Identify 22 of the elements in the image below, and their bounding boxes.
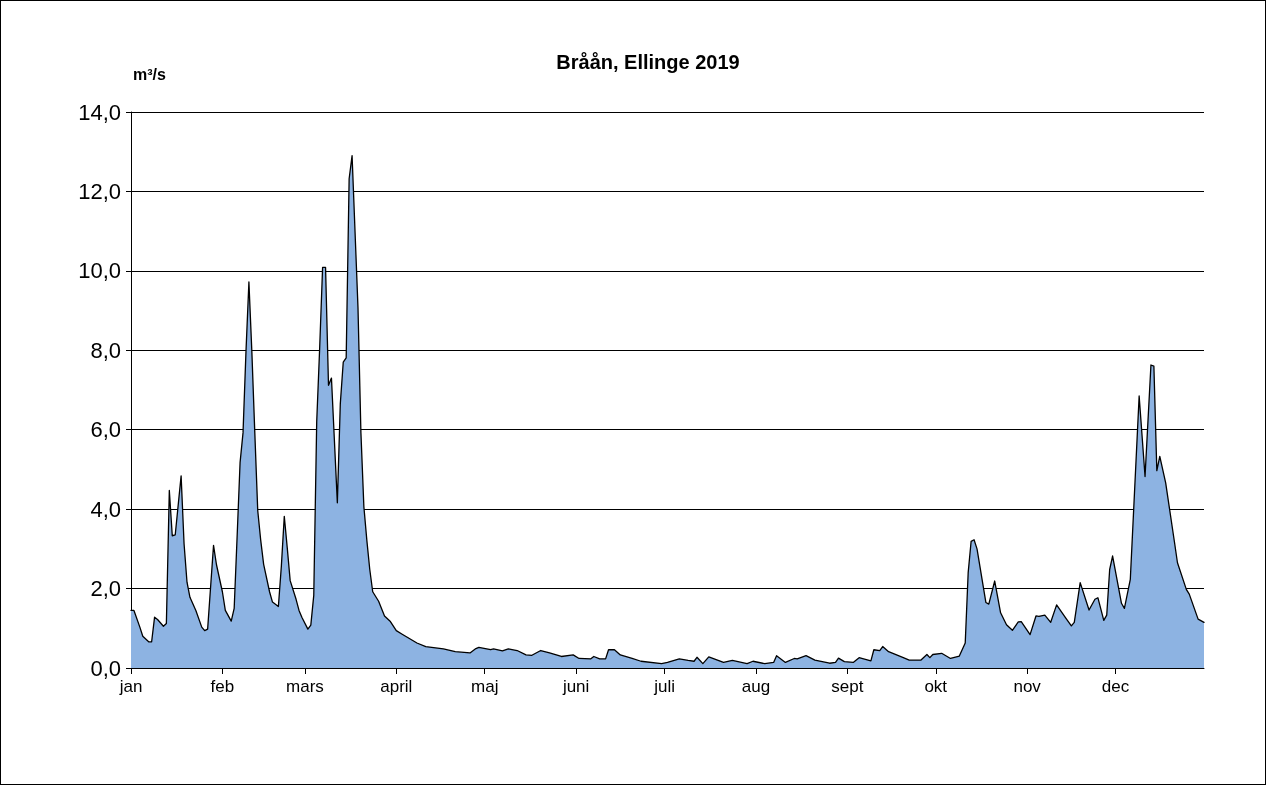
chart-title: Bråån, Ellinge 2019 — [556, 51, 740, 73]
y-tick-label: 4,0 — [90, 496, 121, 522]
y-tick-label: 14,0 — [78, 99, 121, 125]
x-tick-label: jan — [118, 677, 143, 696]
y-tick-label: 12,0 — [78, 178, 121, 204]
x-tick-label: maj — [471, 677, 499, 696]
x-tick-label: aug — [741, 677, 771, 696]
x-tick-label: feb — [210, 677, 235, 696]
x-tick-label: okt — [924, 677, 948, 696]
x-tick-label: mars — [286, 677, 324, 696]
y-axis-title: m³/s — [133, 65, 166, 83]
y-tick-label: 10,0 — [78, 258, 121, 284]
x-tick-label: april — [380, 677, 413, 696]
x-tick-label: juli — [653, 677, 675, 696]
y-tick-label: 8,0 — [90, 337, 121, 363]
y-tick-label: 6,0 — [90, 417, 121, 443]
x-tick-label: nov — [1013, 677, 1042, 696]
x-tick-label: dec — [1101, 677, 1130, 696]
x-tick-label: sept — [831, 677, 864, 696]
x-tick-label: juni — [561, 677, 590, 696]
y-tick-label: 2,0 — [90, 576, 121, 602]
y-tick-label: 0,0 — [90, 655, 121, 681]
